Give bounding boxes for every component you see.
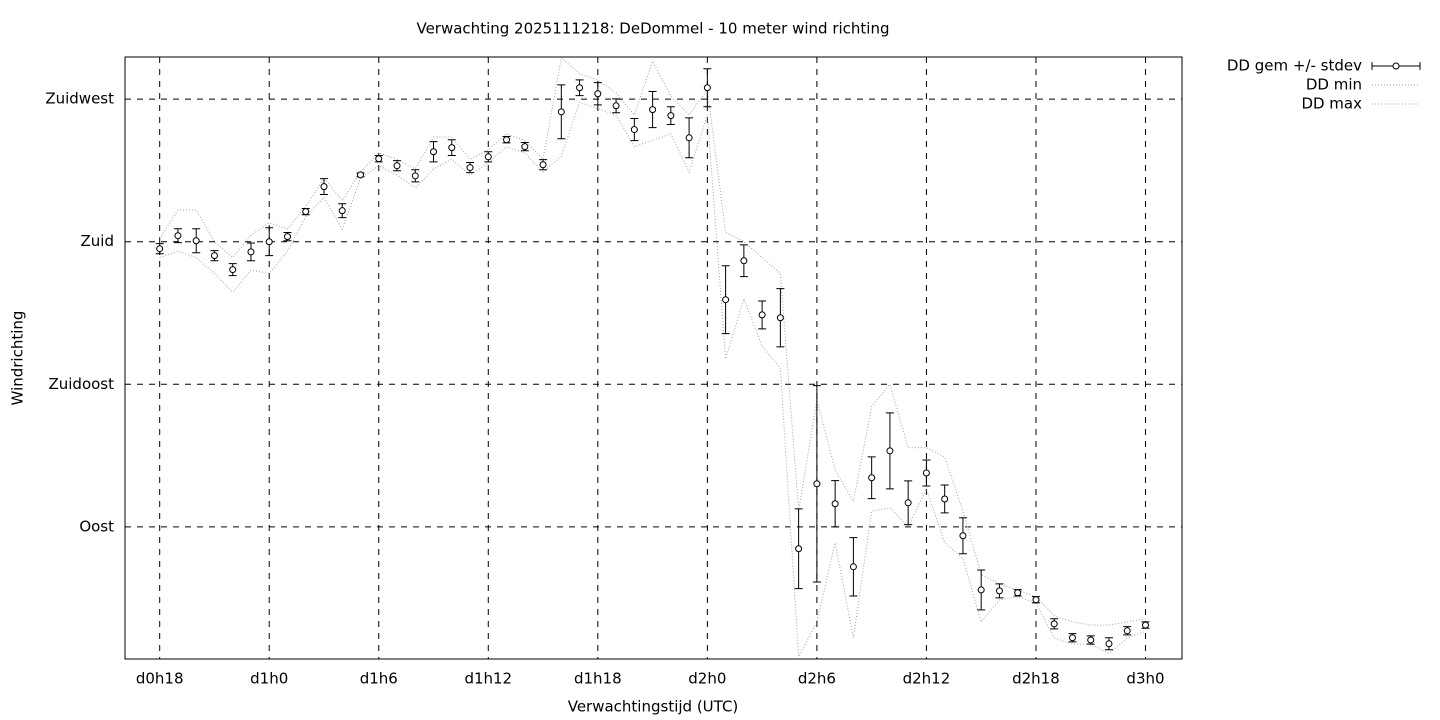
legend-label: DD min	[1306, 76, 1362, 94]
point	[521, 143, 529, 151]
point	[283, 233, 291, 241]
x-tick-label: d2h6	[798, 670, 836, 688]
point	[740, 257, 748, 265]
point	[667, 112, 675, 120]
y-tick-label: Oost	[79, 517, 114, 535]
x-tick-label: d1h12	[464, 670, 512, 688]
point	[302, 208, 310, 216]
point	[539, 161, 547, 169]
point	[320, 183, 328, 191]
point	[995, 587, 1003, 595]
point	[484, 153, 492, 161]
legend-label: DD max	[1301, 95, 1362, 113]
x-tick-label: d0h18	[136, 670, 184, 688]
point	[703, 84, 711, 92]
point	[247, 248, 255, 256]
point	[868, 474, 876, 482]
point	[831, 500, 839, 508]
point	[174, 232, 182, 240]
point	[977, 586, 985, 594]
x-tick-label: d2h12	[903, 670, 951, 688]
point	[1014, 589, 1022, 597]
point	[904, 499, 912, 507]
point	[941, 495, 949, 503]
point	[557, 108, 565, 116]
point	[576, 84, 584, 92]
point	[1105, 640, 1113, 648]
point	[1141, 621, 1149, 629]
point	[503, 136, 511, 144]
y-tick-label: Zuidwest	[45, 90, 114, 108]
point	[722, 296, 730, 304]
y-axis-label: Windrichting	[9, 311, 27, 406]
plot-frame	[124, 56, 1183, 660]
point	[922, 469, 930, 477]
y-tick-label: Zuidoost	[48, 375, 114, 393]
point	[430, 148, 438, 156]
point	[1087, 636, 1095, 644]
point	[959, 532, 967, 540]
x-tick-label: d2h18	[1012, 670, 1060, 688]
point	[649, 106, 657, 114]
legend-swatch	[1392, 62, 1400, 70]
point	[229, 266, 237, 274]
point	[1032, 596, 1040, 604]
point	[448, 144, 456, 152]
point	[849, 563, 857, 571]
y-tick-label: Zuid	[81, 232, 114, 250]
point	[393, 162, 401, 170]
point	[685, 134, 693, 142]
chart-title: Verwachting 2025111218: DeDommel - 10 me…	[416, 20, 889, 38]
x-tick-label: d1h6	[360, 670, 398, 688]
x-tick-label: d1h18	[574, 670, 622, 688]
point	[265, 238, 273, 246]
x-axis-label: Verwachtingstijd (UTC)	[568, 698, 739, 716]
point	[156, 245, 164, 253]
point	[192, 237, 200, 245]
point	[210, 252, 218, 260]
point	[795, 545, 803, 553]
point	[338, 207, 346, 215]
x-tick-label: d1h0	[250, 670, 288, 688]
point	[813, 480, 821, 488]
point	[630, 126, 638, 134]
x-tick-label: d2h0	[688, 670, 726, 688]
point	[375, 155, 383, 163]
point	[886, 447, 894, 455]
point	[1050, 620, 1058, 628]
point	[776, 314, 784, 322]
point	[758, 311, 766, 319]
point	[1068, 634, 1076, 642]
point	[466, 164, 474, 172]
point	[594, 90, 602, 98]
legend-label: DD gem +/- stdev	[1227, 57, 1362, 75]
point	[411, 172, 419, 180]
point	[612, 102, 620, 110]
point	[356, 171, 364, 179]
x-tick-label: d3h0	[1126, 670, 1164, 688]
point	[1123, 627, 1131, 635]
